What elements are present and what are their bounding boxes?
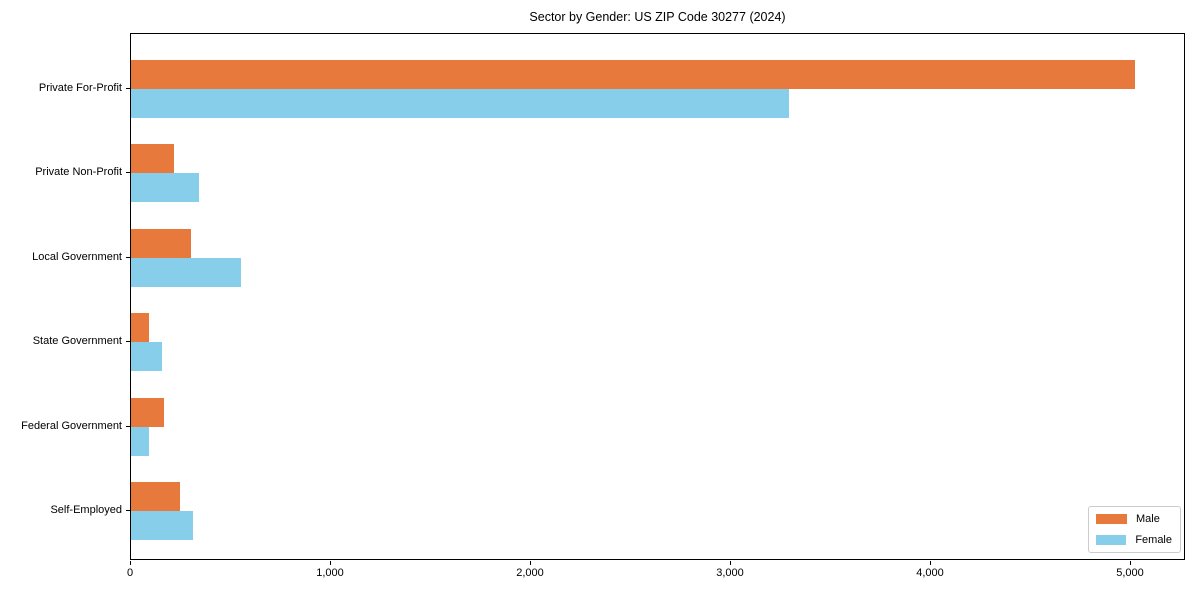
y-tick-mark (126, 510, 130, 511)
bar-female-3 (131, 342, 162, 372)
legend-label-female: Female (1135, 534, 1172, 546)
bar-male-3 (131, 313, 149, 343)
legend-label-male: Male (1136, 513, 1160, 525)
legend-swatch-female-icon (1096, 535, 1127, 545)
bar-female-1 (131, 173, 199, 203)
y-category-label: Federal Government (21, 419, 122, 432)
y-category-label: Local Government (32, 250, 122, 263)
y-category-label: State Government (32, 335, 122, 348)
x-tick-label: 4,000 (916, 567, 944, 579)
x-tick-mark (330, 561, 331, 565)
legend: Male Female (1088, 506, 1181, 553)
x-tick-label: 3,000 (716, 567, 744, 579)
bar-male-2 (131, 228, 191, 258)
x-tick-label: 5,000 (1116, 567, 1144, 579)
x-tick-label: 0 (126, 567, 134, 579)
chart-title: Sector by Gender: US ZIP Code 30277 (202… (529, 10, 786, 24)
bar-male-5 (131, 482, 180, 511)
y-category-label: Private Non-Profit (35, 166, 122, 179)
bar-male-0 (131, 60, 1135, 89)
bar-male-1 (131, 144, 174, 174)
x-tick-mark (1130, 561, 1131, 565)
legend-item-female: Female (1096, 534, 1172, 546)
x-tick-mark (730, 561, 731, 565)
y-category-label: Self-Employed (50, 504, 122, 516)
bar-male-4 (131, 397, 164, 427)
bar-female-2 (131, 257, 241, 287)
y-tick-mark (126, 341, 130, 343)
y-category-label: Private For-Profit (38, 82, 122, 94)
y-tick-mark (126, 425, 130, 427)
bar-female-0 (131, 89, 789, 118)
x-tick-mark (530, 561, 531, 565)
x-tick-label: 1,000 (316, 567, 344, 579)
x-tick-mark (130, 561, 131, 565)
bar-female-5 (131, 511, 193, 540)
x-tick-mark (930, 561, 931, 565)
legend-item-male: Male (1096, 513, 1172, 525)
plot-area (130, 33, 1185, 560)
y-tick-mark (126, 88, 130, 89)
y-tick-mark (126, 256, 130, 258)
legend-swatch-male-icon (1096, 514, 1127, 524)
x-tick-label: 2,000 (516, 567, 544, 579)
y-tick-mark (126, 172, 130, 174)
bar-female-4 (131, 426, 149, 456)
